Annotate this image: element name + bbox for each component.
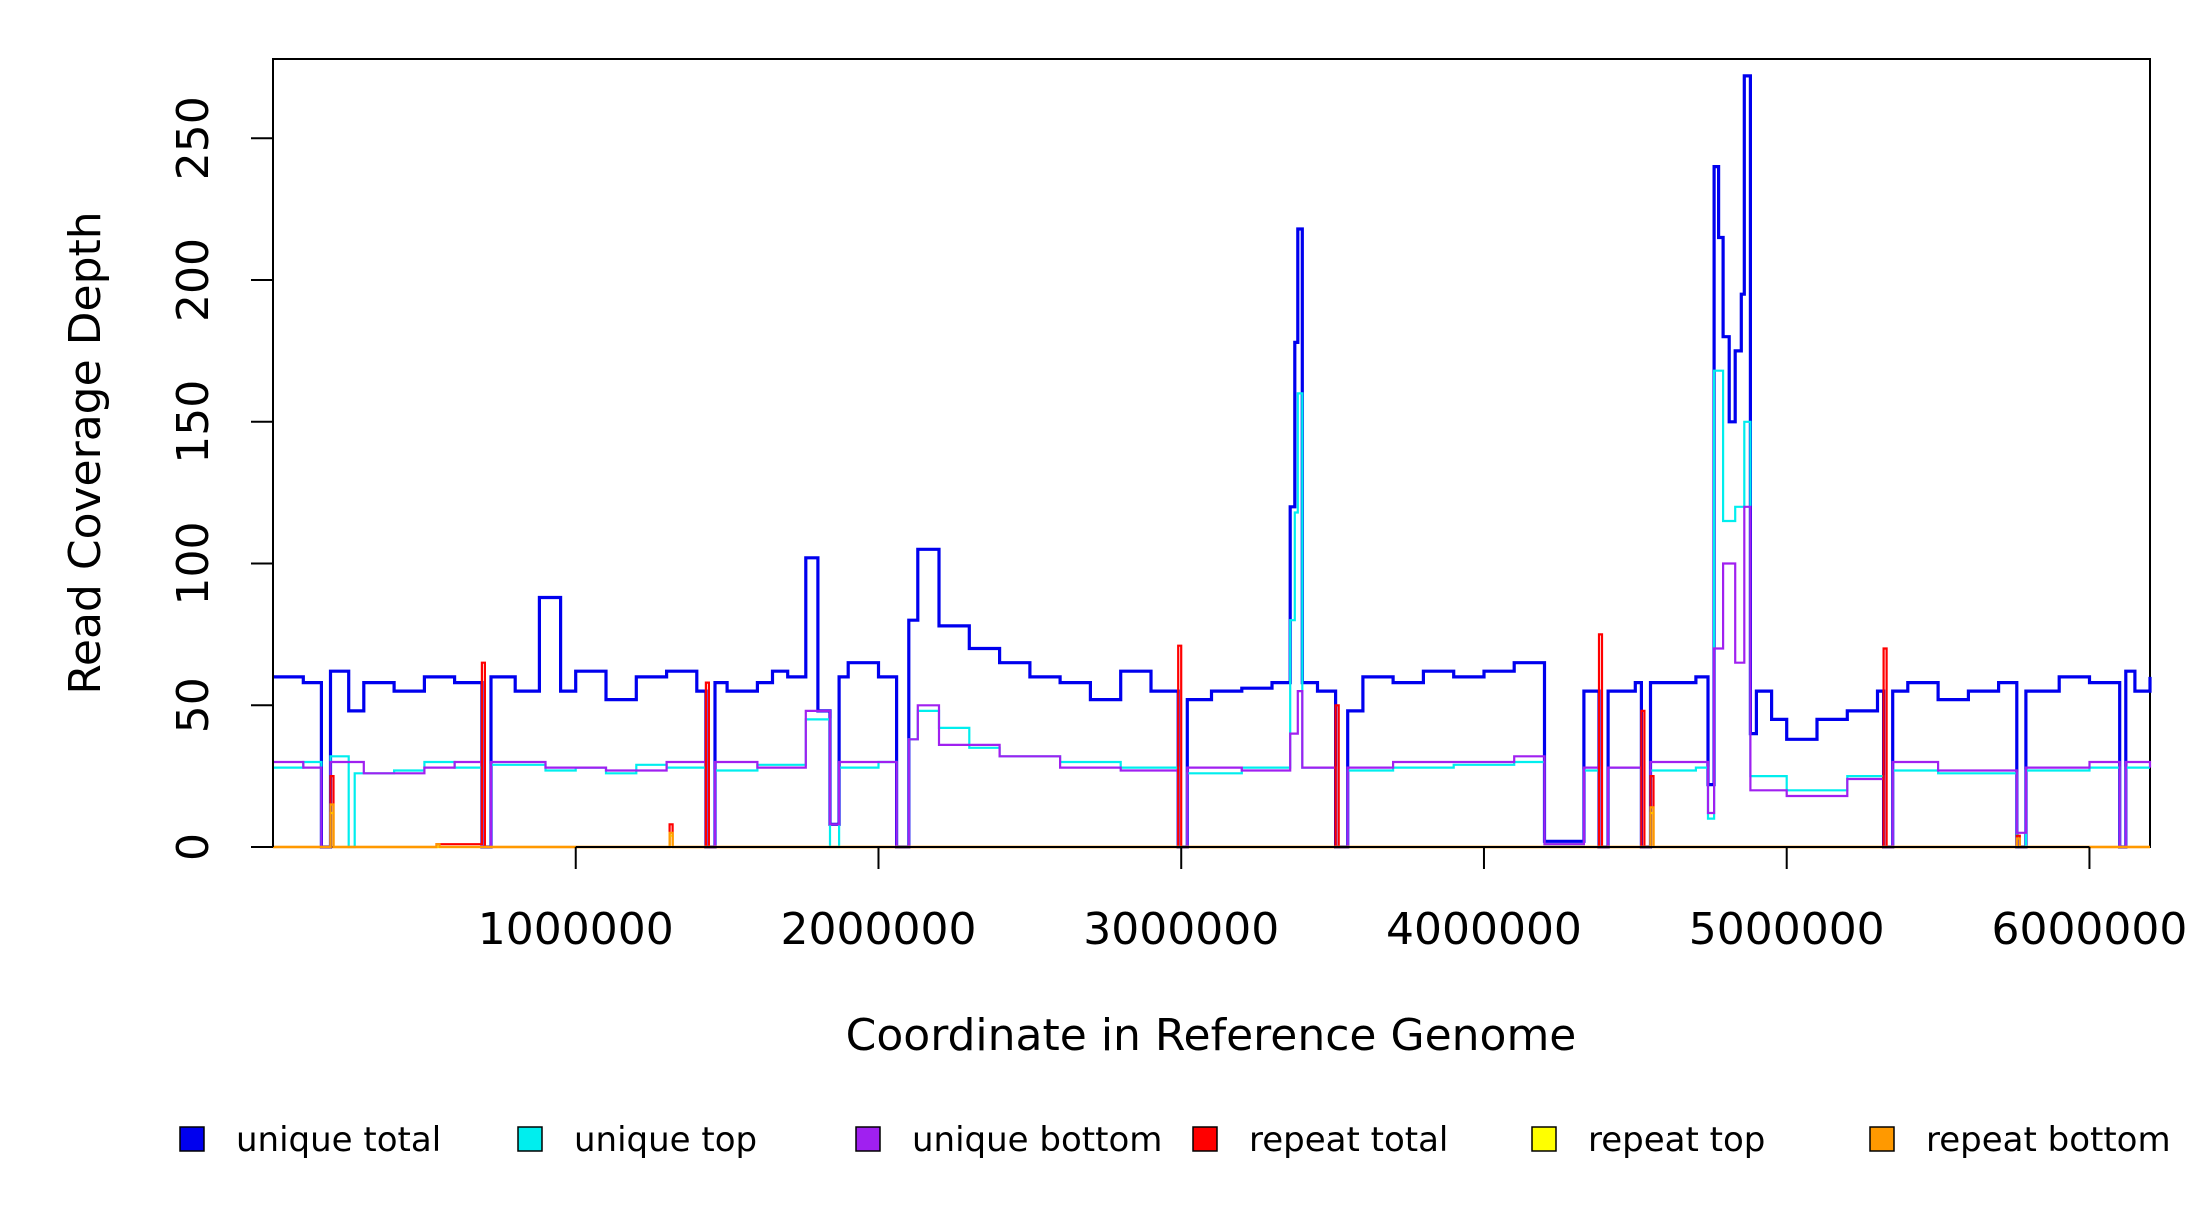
x-tick-label: 1000000 <box>478 904 674 955</box>
legend-swatch <box>517 1126 543 1152</box>
series-layer <box>273 74 2152 849</box>
x-tick-label: 5000000 <box>1689 904 1885 955</box>
y-axis-title: Read Coverage Depth <box>60 211 111 694</box>
x-axis: 1000000 2000000 3000000 4000000 5000000 60000… <box>478 846 2187 955</box>
legend-swatch <box>855 1126 881 1152</box>
legend-label: unique total <box>236 1120 441 1160</box>
series-repeat-total <box>273 633 2150 849</box>
y-tick-label: 100 <box>168 522 219 606</box>
legend-item-unique-total: unique total <box>179 1120 441 1160</box>
legend-swatch <box>1869 1126 1895 1152</box>
series-repeat-bottom <box>273 803 2150 849</box>
y-axis: 0 50 100 150 200 250 <box>168 96 274 861</box>
y-tick-label: 250 <box>168 96 219 180</box>
legend-label: repeat total <box>1249 1120 1448 1160</box>
legend-item-unique-bottom: unique bottom <box>855 1120 1162 1160</box>
legend-swatch <box>179 1126 205 1152</box>
series-unique-top <box>273 369 2150 849</box>
series-unique-bottom <box>273 505 2152 849</box>
x-tick-label: 3000000 <box>1083 904 1279 955</box>
legend-label: unique bottom <box>912 1120 1162 1160</box>
legend-item-repeat-total: repeat total <box>1192 1120 1448 1160</box>
legend-item-repeat-top: repeat top <box>1531 1120 1765 1160</box>
y-tick-label: 0 <box>168 833 219 861</box>
y-tick-label: 50 <box>168 677 219 733</box>
legend: unique total unique top unique bottom repea… <box>179 1120 2171 1160</box>
series-repeat-top <box>273 811 2150 849</box>
legend-item-repeat-bottom: repeat bottom <box>1869 1120 2171 1160</box>
x-tick-label: 6000000 <box>1991 904 2187 955</box>
legend-swatch <box>1531 1126 1557 1152</box>
legend-label: unique top <box>574 1120 757 1160</box>
plot-frame <box>272 58 2151 848</box>
legend-label: repeat bottom <box>1926 1120 2171 1160</box>
legend-label: repeat top <box>1588 1120 1765 1160</box>
legend-item-unique-top: unique top <box>517 1120 757 1160</box>
x-axis-title: Coordinate in Reference Genome <box>846 1010 1577 1061</box>
x-tick-label: 4000000 <box>1386 904 1582 955</box>
y-tick-label: 200 <box>168 238 219 322</box>
series-unique-total <box>273 74 2152 849</box>
x-tick-label: 2000000 <box>780 904 976 955</box>
y-tick-label: 150 <box>168 380 219 464</box>
legend-swatch <box>1192 1126 1218 1152</box>
